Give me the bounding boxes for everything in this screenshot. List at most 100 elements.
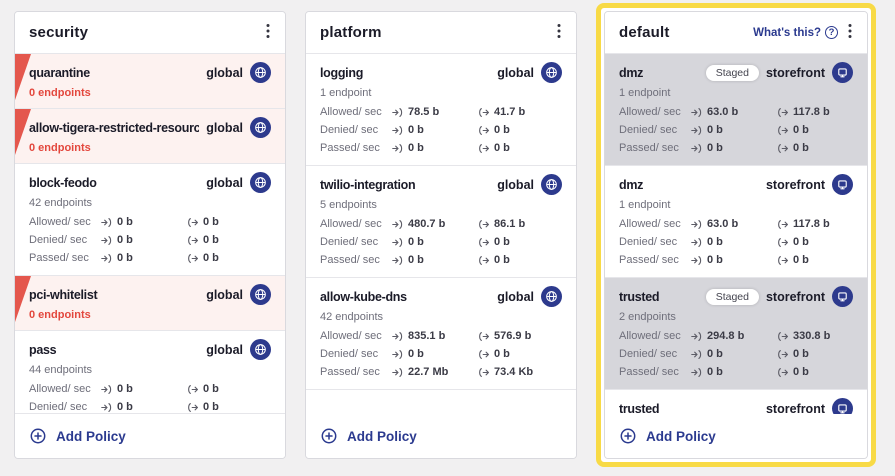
ingress-arrow-icon bbox=[392, 331, 404, 342]
egress-value: 0 b bbox=[793, 142, 809, 154]
policy-card-header: trusted Staged storefront bbox=[619, 286, 853, 307]
egress-value: 0 b bbox=[793, 254, 809, 266]
stat-row: Allowed/ sec 63.0 b 117.8 b bbox=[619, 215, 853, 233]
policy-card[interactable]: trusted storefront bbox=[605, 389, 867, 414]
traffic-stats: Allowed/ sec 78.5 b 41.7 b Denied/ sec 0… bbox=[320, 103, 562, 157]
stat-row: Denied/ sec 0 b 0 b bbox=[619, 345, 853, 363]
tier-menu-button[interactable] bbox=[556, 23, 562, 42]
question-icon: ? bbox=[825, 26, 838, 39]
add-policy-button[interactable]: Add Policy bbox=[306, 414, 576, 458]
stat-row: Allowed/ sec 294.8 b 330.8 b bbox=[619, 327, 853, 345]
ingress-arrow-icon bbox=[392, 367, 404, 378]
tier-menu-button[interactable] bbox=[265, 23, 271, 42]
tier-header: platform bbox=[306, 12, 576, 54]
policy-card[interactable]: block-feodo global 42 endpoints Allowed/… bbox=[15, 163, 285, 275]
tier-platform: platform logging global 1 endpoint Allow… bbox=[305, 11, 577, 459]
ingress-value: 22.7 Mb bbox=[408, 366, 449, 378]
whats-this-link[interactable]: What's this? ? bbox=[753, 26, 838, 39]
egress-arrow-icon bbox=[777, 255, 789, 266]
policy-card[interactable]: logging global 1 endpoint Allowed/ sec 7… bbox=[306, 54, 576, 165]
scope-label: storefront bbox=[765, 177, 825, 192]
ingress-value: 63.0 b bbox=[707, 218, 739, 230]
policy-card[interactable]: trusted Staged storefront 2 endpoints Al… bbox=[605, 277, 867, 389]
policy-name: twilio-integration bbox=[320, 177, 416, 192]
ingress-arrow-icon bbox=[691, 367, 703, 378]
stat-row: Passed/ sec 0 b 0 b bbox=[619, 363, 853, 381]
stat-row: Allowed/ sec 0 b 0 b bbox=[29, 213, 271, 231]
staged-badge: Staged bbox=[705, 288, 759, 305]
stat-label: Passed/ sec bbox=[320, 254, 380, 266]
egress-arrow-icon bbox=[478, 237, 490, 248]
kebab-icon bbox=[848, 23, 852, 42]
stat-row: Passed/ sec 22.7 Mb 73.4 Kb bbox=[320, 363, 562, 381]
ingress-arrow-icon bbox=[691, 255, 703, 266]
policy-card[interactable]: twilio-integration global 5 endpoints Al… bbox=[306, 165, 576, 277]
stat-row: Denied/ sec 0 b 0 b bbox=[619, 233, 853, 251]
egress-arrow-icon bbox=[777, 237, 789, 248]
policy-name: pci-whitelist bbox=[29, 287, 98, 302]
tier-body: dmz Staged storefront 1 endpoint Allowed… bbox=[605, 54, 867, 414]
traffic-stats: Allowed/ sec 294.8 b 330.8 b Denied/ sec… bbox=[619, 327, 853, 381]
policy-card-header: pass global bbox=[29, 339, 271, 360]
stat-label: Denied/ sec bbox=[619, 348, 678, 360]
ingress-arrow-icon bbox=[392, 143, 404, 154]
scope-label: global bbox=[206, 65, 243, 80]
endpoint-count: 1 endpoint bbox=[619, 87, 671, 99]
ingress-value: 0 b bbox=[707, 348, 723, 360]
egress-value: 576.9 b bbox=[494, 330, 532, 342]
add-policy-button[interactable]: Add Policy bbox=[605, 414, 867, 458]
ingress-arrow-icon bbox=[691, 125, 703, 136]
egress-arrow-icon bbox=[187, 253, 199, 264]
egress-arrow-icon bbox=[187, 235, 199, 246]
policy-card-header: logging global bbox=[320, 62, 562, 83]
stat-row: Allowed/ sec 78.5 b 41.7 b bbox=[320, 103, 562, 121]
scope-label: global bbox=[206, 120, 243, 135]
policy-card[interactable]: quarantine global 0 endpoints bbox=[15, 54, 285, 108]
scope-label: global bbox=[497, 289, 534, 304]
tier-menu-button[interactable] bbox=[847, 23, 853, 42]
ingress-arrow-icon bbox=[101, 402, 113, 413]
scope-label: global bbox=[206, 287, 243, 302]
tier-title: default bbox=[619, 24, 670, 41]
policy-card[interactable]: allow-tigera-restricted-resources global… bbox=[15, 108, 285, 163]
egress-value: 117.8 b bbox=[793, 106, 830, 118]
globe-icon bbox=[541, 62, 562, 83]
policy-card[interactable]: allow-kube-dns global 42 endpoints Allow… bbox=[306, 277, 576, 390]
policy-card[interactable]: pci-whitelist global 0 endpoints bbox=[15, 275, 285, 330]
ingress-arrow-icon bbox=[691, 349, 703, 360]
policy-card[interactable]: dmz storefront 1 endpoint Allowed/ sec 6… bbox=[605, 165, 867, 277]
egress-arrow-icon bbox=[478, 125, 490, 136]
policy-card[interactable]: pass global 44 endpoints Allowed/ sec 0 … bbox=[15, 330, 285, 413]
endpoint-count: 42 endpoints bbox=[320, 311, 383, 323]
traffic-stats: Allowed/ sec 835.1 b 576.9 b Denied/ sec… bbox=[320, 327, 562, 381]
endpoint-count: 42 endpoints bbox=[29, 197, 92, 209]
globe-icon bbox=[250, 62, 271, 83]
egress-arrow-icon bbox=[187, 217, 199, 228]
endpoint-count: 5 endpoints bbox=[320, 199, 377, 211]
ingress-arrow-icon bbox=[392, 255, 404, 266]
egress-arrow-icon bbox=[187, 384, 199, 395]
egress-value: 0 b bbox=[203, 216, 219, 228]
ingress-arrow-icon bbox=[392, 219, 404, 230]
ingress-arrow-icon bbox=[691, 331, 703, 342]
stat-label: Allowed/ sec bbox=[29, 383, 91, 395]
egress-arrow-icon bbox=[478, 255, 490, 266]
egress-arrow-icon bbox=[478, 143, 490, 154]
endpoint-count: 0 endpoints bbox=[29, 309, 91, 321]
egress-value: 0 b bbox=[203, 383, 219, 395]
stat-label: Passed/ sec bbox=[619, 254, 679, 266]
stat-label: Denied/ sec bbox=[320, 236, 379, 248]
policy-card[interactable]: dmz Staged storefront 1 endpoint Allowed… bbox=[605, 54, 867, 165]
tier-title: platform bbox=[320, 24, 382, 41]
stat-label: Denied/ sec bbox=[320, 124, 379, 136]
selected-tier-highlight: default What's this? ? dmz Staged storef… bbox=[596, 3, 876, 467]
endpoint-count: 0 endpoints bbox=[29, 142, 91, 154]
policy-name: allow-tigera-restricted-resources bbox=[29, 120, 200, 135]
egress-value: 41.7 b bbox=[494, 106, 526, 118]
stat-label: Allowed/ sec bbox=[29, 216, 91, 228]
ingress-arrow-icon bbox=[101, 235, 113, 246]
globe-icon bbox=[250, 117, 271, 138]
policy-card-header: twilio-integration global bbox=[320, 174, 562, 195]
add-policy-button[interactable]: Add Policy bbox=[15, 413, 285, 458]
